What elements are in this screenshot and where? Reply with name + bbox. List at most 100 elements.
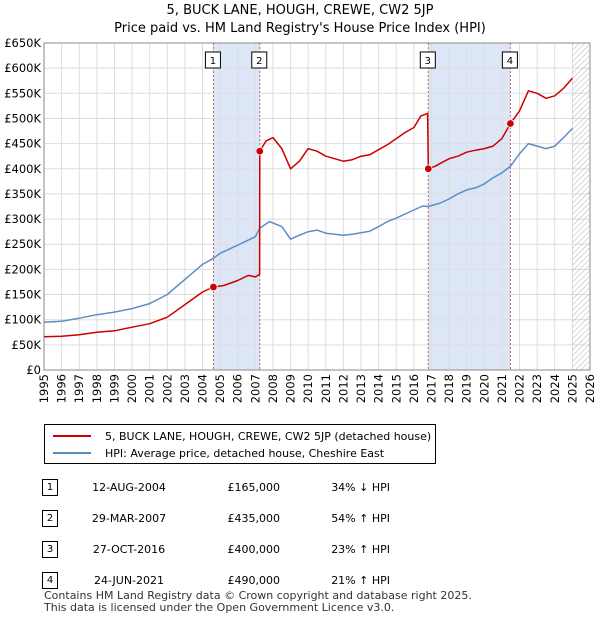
x-tick-label: 2003 <box>178 374 192 403</box>
x-tick-label: 2008 <box>266 374 280 403</box>
sale-price: £400,000 <box>227 543 281 556</box>
x-tick-label: 2015 <box>389 374 403 403</box>
y-tick-labels: £0 £50K £100K £150K £200K £250K £300K £350K £400… <box>4 36 41 377</box>
x-tick-label: 1999 <box>107 374 121 403</box>
x-tick-label: 2001 <box>143 374 157 403</box>
x-tick-label: 2016 <box>407 374 421 403</box>
y-tick-label: £350K <box>4 187 41 201</box>
x-tick-label: 2018 <box>442 374 456 403</box>
series-lines <box>43 77 573 338</box>
x-tick-label: 2024 <box>548 374 562 403</box>
sale-point <box>506 119 515 128</box>
sale-label-number: 3 <box>425 56 431 67</box>
sale-hpi-diff: 23% ↑ HPI <box>331 543 390 556</box>
sales-table-row: 2 29-MAR-2007 £435,000 54% ↑ HPI <box>40 503 390 534</box>
x-tick-label: 2026 <box>583 374 597 403</box>
shaded-period <box>213 43 260 370</box>
sale-date: 29-MAR-2007 <box>91 512 167 525</box>
shaded-periods <box>44 43 590 370</box>
sale-label-box <box>419 51 436 69</box>
sale-point <box>255 146 264 156</box>
x-tick-labels: 1995 1996 1997 1998 1999 2000 2001 2002 2003 2004… <box>37 374 597 403</box>
y-tick-label: £300K <box>4 212 41 226</box>
legend-line-hpi <box>53 452 91 454</box>
legend-label-hpi: HPI: Average price, detached house, Ches… <box>105 446 385 460</box>
x-tick-label: 2021 <box>495 374 509 403</box>
sale-number-labels: 1 2 3 4 <box>204 51 518 69</box>
x-tick-label: 2011 <box>319 374 333 403</box>
x-tick-label: 2010 <box>301 374 315 403</box>
chart-title: 5, BUCK LANE, HOUGH, CREWE, CW2 5JP Pric… <box>0 2 600 38</box>
hpi-line <box>43 127 573 323</box>
sale-label-box <box>204 51 221 69</box>
x-tick-label: 2012 <box>336 374 350 403</box>
sale-label-box <box>251 51 268 69</box>
chart-title-main: 5, BUCK LANE, HOUGH, CREWE, CW2 5JP <box>166 3 434 18</box>
y-tick-label: £600K <box>4 61 41 75</box>
x-tick-label: 2020 <box>477 374 491 403</box>
y-tick-label: £200K <box>4 262 41 276</box>
sale-price: £165,000 <box>227 481 281 494</box>
chart-subtitle: Price paid vs. HM Land Registry's House … <box>114 21 486 36</box>
y-tick-label: £250K <box>4 237 41 251</box>
legend-item-property: 5, BUCK LANE, HOUGH, CREWE, CW2 5JP (det… <box>45 428 431 444</box>
sale-label-number: 1 <box>210 56 216 67</box>
x-tick-label: 2007 <box>248 374 262 403</box>
x-tick-label: 2002 <box>160 374 174 403</box>
sale-point <box>424 164 433 173</box>
x-tick-label: 2000 <box>125 374 139 403</box>
footer-licence: This data is licensed under the Open Gov… <box>44 601 395 614</box>
y-tick-label: £100K <box>4 313 41 327</box>
sale-marker-lines <box>212 43 511 370</box>
legend-line-property <box>53 435 91 437</box>
x-tick-label: 2009 <box>284 374 298 403</box>
y-tick-label: £450K <box>4 137 41 151</box>
x-tick-label: 2006 <box>231 374 245 403</box>
x-tick-label: 2022 <box>513 374 527 403</box>
sale-point <box>209 282 218 292</box>
x-tick-label: 1996 <box>55 374 69 403</box>
price-chart: 1 2 3 4 £0 £50K £100K £150K £200K £250K £300K £350… <box>4 36 597 403</box>
gridlines <box>43 42 591 371</box>
y-tick-label: £0 <box>26 363 41 377</box>
x-tick-label: 1998 <box>90 374 104 403</box>
y-tick-label: £500K <box>4 111 41 125</box>
property-price-line <box>43 77 573 338</box>
legend-item-hpi: HPI: Average price, detached house, Ches… <box>45 445 384 461</box>
y-tick-label: £650K <box>4 36 41 50</box>
sale-points <box>209 119 515 292</box>
sale-number-box: 1 <box>42 479 58 496</box>
x-tick-label: 2013 <box>354 374 368 403</box>
sale-date: 27-OCT-2016 <box>92 543 166 556</box>
sale-date: 24-JUN-2021 <box>93 574 165 587</box>
sale-hpi-diff: 21% ↑ HPI <box>331 574 390 587</box>
legend: 5, BUCK LANE, HOUGH, CREWE, CW2 5JP (det… <box>44 424 436 464</box>
legend-label-property: 5, BUCK LANE, HOUGH, CREWE, CW2 5JP (det… <box>105 429 432 443</box>
x-tick-label: 2025 <box>565 374 579 403</box>
y-tick-label: £150K <box>4 288 41 302</box>
sales-table: 1 12-AUG-2004 £165,000 34% ↓ HPI 2 29-MA… <box>40 472 390 596</box>
sales-table-row: 4 24-JUN-2021 £490,000 21% ↑ HPI <box>40 565 390 596</box>
sale-price: £490,000 <box>227 574 281 587</box>
sale-date: 12-AUG-2004 <box>92 481 166 494</box>
sale-number-box: 4 <box>42 572 58 589</box>
sale-number-box: 2 <box>42 510 58 527</box>
x-tick-label: 2004 <box>196 374 210 403</box>
sale-number-box: 3 <box>42 541 58 558</box>
sale-hpi-diff: 54% ↑ HPI <box>331 512 390 525</box>
x-tick-label: 2017 <box>424 374 438 403</box>
sale-label-number: 4 <box>507 56 513 67</box>
sale-label-box <box>501 51 518 69</box>
footer: Contains HM Land Registry data © Crown c… <box>44 590 472 614</box>
sales-table-row: 3 27-OCT-2016 £400,000 23% ↑ HPI <box>40 534 390 565</box>
sale-hpi-diff: 34% ↓ HPI <box>331 481 390 494</box>
y-tick-label: £550K <box>4 86 41 100</box>
y-tick-label: £400K <box>4 162 41 176</box>
shaded-period <box>427 43 511 370</box>
x-tick-label: 1995 <box>37 374 51 403</box>
x-tick-label: 2023 <box>530 374 544 403</box>
sales-table-row: 1 12-AUG-2004 £165,000 34% ↓ HPI <box>40 472 390 503</box>
y-tick-label: £50K <box>12 338 42 352</box>
sale-label-number: 2 <box>256 56 262 67</box>
footer-copyright: Contains HM Land Registry data © Crown c… <box>44 589 472 602</box>
